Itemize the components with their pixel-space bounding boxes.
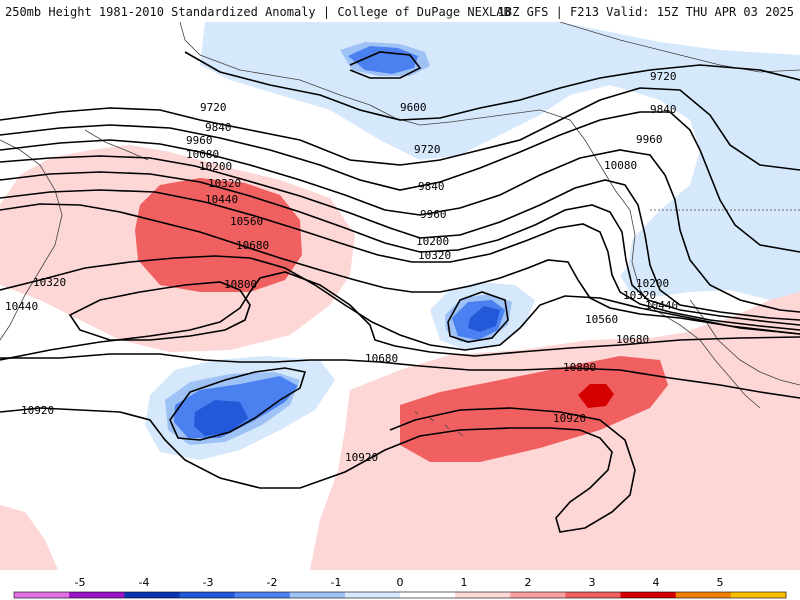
contour-label: 10200 bbox=[199, 160, 232, 173]
legend-swatch bbox=[234, 592, 291, 598]
contour-label: 10680 bbox=[616, 333, 649, 346]
contour-10680-low-west bbox=[169, 367, 307, 441]
legend-swatch bbox=[510, 592, 566, 598]
contour-label: 10920 bbox=[345, 451, 378, 464]
color-bar-legend: -5 -4 -3 -2 -1 0 1 2 3 4 5 bbox=[0, 570, 800, 600]
legend-tick-label: 5 bbox=[717, 576, 724, 589]
legend-swatch bbox=[14, 592, 70, 598]
contour-9960 bbox=[0, 139, 800, 313]
legend-tick-label: -1 bbox=[331, 576, 342, 589]
contour-label: 10920 bbox=[553, 412, 586, 425]
legend-swatches bbox=[13, 591, 787, 599]
legend-swatch bbox=[455, 592, 511, 598]
legend-swatch bbox=[289, 592, 346, 598]
contour-label: 9960 bbox=[636, 133, 663, 146]
coastline-mexico bbox=[689, 299, 800, 386]
contour-label: 9720 bbox=[650, 70, 677, 83]
contour-10680-low-central bbox=[447, 291, 509, 343]
contour-9720-west bbox=[0, 87, 800, 171]
legend-tick-labels: -5 -4 -3 -2 -1 0 1 2 3 4 5 bbox=[75, 576, 724, 589]
contour-10200 bbox=[0, 171, 800, 326]
legend-swatch bbox=[565, 592, 622, 598]
contour-label: 10320 bbox=[418, 249, 451, 262]
coastline-kuril bbox=[84, 129, 149, 161]
anomaly-map: 9720 9720 9720 9600 9840 9840 9840 9960 … bbox=[0, 22, 800, 570]
contour-label: 10320 bbox=[623, 289, 656, 302]
contour-label: 10680 bbox=[236, 239, 269, 252]
legend-swatch bbox=[400, 592, 456, 598]
contour-label: 9840 bbox=[418, 180, 445, 193]
title-bar: 250mb Height 1981-2010 Standardized Anom… bbox=[0, 0, 800, 22]
contour-label: 9720 bbox=[414, 143, 441, 156]
legend-swatch bbox=[69, 592, 125, 598]
contour-label: 9840 bbox=[205, 121, 232, 134]
coastline-alaska bbox=[179, 22, 761, 409]
contour-9840 bbox=[0, 111, 800, 253]
legend-tick-label: -3 bbox=[203, 576, 214, 589]
positive-anomaly-subtropical-core bbox=[400, 356, 668, 462]
contour-label: 9960 bbox=[186, 134, 213, 147]
contour-label: 10080 bbox=[604, 159, 637, 172]
contour-label: 10920 bbox=[21, 404, 54, 417]
coastline-asia bbox=[0, 139, 63, 341]
positive-anomaly-southwest bbox=[690, 292, 800, 380]
contour-label: 10200 bbox=[416, 235, 449, 248]
negative-anomaly-central-pacific-max bbox=[468, 306, 500, 332]
legend-tick-label: 2 bbox=[525, 576, 532, 589]
legend-swatch bbox=[620, 592, 677, 598]
legend-tick-label: 1 bbox=[461, 576, 468, 589]
contour-10320 bbox=[0, 189, 800, 331]
contour-10800-north-loop bbox=[68, 281, 251, 341]
contour-labels: 9720 9720 9720 9600 9840 9840 9840 9960 … bbox=[5, 70, 678, 464]
hawaii-islands bbox=[414, 411, 464, 437]
contour-label: 10080 bbox=[186, 148, 219, 161]
contour-label: 9600 bbox=[400, 101, 427, 114]
map-title: 250mb Height 1981-2010 Standardized Anom… bbox=[5, 5, 511, 19]
legend-swatch bbox=[344, 592, 401, 598]
contour-10080 bbox=[0, 155, 800, 321]
positive-anomaly-nw-pacific-core bbox=[135, 178, 302, 292]
contour-label: 9840 bbox=[650, 103, 677, 116]
contour-9600 bbox=[349, 51, 422, 79]
legend-tick-label: -4 bbox=[139, 576, 150, 589]
contour-label: 10320 bbox=[33, 276, 66, 289]
positive-anomaly-subtropical-max bbox=[578, 384, 614, 408]
height-contours bbox=[0, 51, 800, 533]
contour-9720-north bbox=[184, 51, 800, 121]
legend-swatch bbox=[179, 592, 236, 598]
contour-10920 bbox=[0, 407, 636, 533]
legend-swatch bbox=[675, 592, 732, 598]
contour-label: 10440 bbox=[645, 299, 678, 312]
contour-label: 10200 bbox=[636, 277, 669, 290]
model-run-valid-time: 18Z GFS | F213 Valid: 15Z THU APR 03 202… bbox=[497, 5, 794, 19]
positive-anomaly-sw-corner bbox=[0, 505, 58, 570]
contour-label: 10680 bbox=[365, 352, 398, 365]
negative-anomaly-alaska-peak bbox=[348, 46, 418, 74]
contour-label: 10320 bbox=[208, 177, 241, 190]
legend-outline bbox=[13, 591, 787, 599]
contour-label: 10560 bbox=[230, 215, 263, 228]
contour-label: 10800 bbox=[224, 278, 257, 291]
contour-10440 bbox=[0, 203, 800, 335]
legend-swatch bbox=[124, 592, 180, 598]
contour-label: 10560 bbox=[585, 313, 618, 326]
legend-swatch bbox=[730, 592, 787, 598]
contour-label: 10440 bbox=[205, 193, 238, 206]
negative-anomaly-west-pacific-max bbox=[194, 400, 248, 436]
legend-tick-label: 4 bbox=[653, 576, 660, 589]
anomaly-shading bbox=[0, 22, 800, 570]
negative-anomaly-west-coast bbox=[620, 225, 800, 300]
contour-label: 9960 bbox=[420, 208, 447, 221]
contour-10560 bbox=[0, 255, 800, 351]
legend-tick-label: -2 bbox=[267, 576, 278, 589]
contour-10800 bbox=[0, 353, 800, 399]
legend-tick-label: 0 bbox=[397, 576, 404, 589]
legend-tick-label: 3 bbox=[589, 576, 596, 589]
contour-label: 9720 bbox=[200, 101, 227, 114]
contour-label: 10800 bbox=[563, 361, 596, 374]
legend-tick-label: -5 bbox=[75, 576, 86, 589]
contour-10680 bbox=[0, 271, 800, 361]
contour-label: 10440 bbox=[5, 300, 38, 313]
